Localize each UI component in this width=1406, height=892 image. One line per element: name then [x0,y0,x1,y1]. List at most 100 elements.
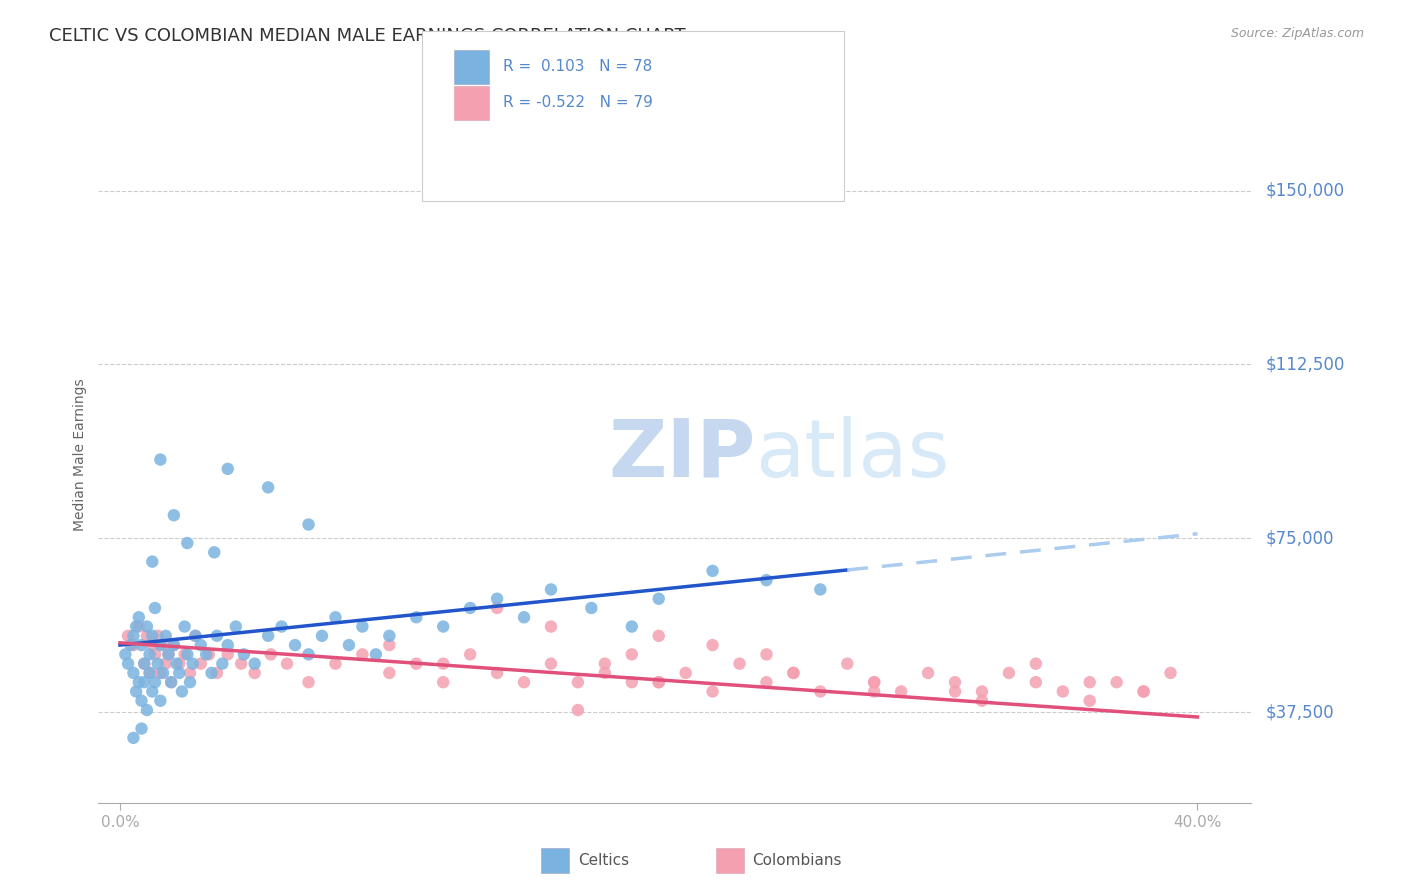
Point [200,665,222,680]
Point [755,648,778,662]
Point [195,648,218,662]
Text: R =  0.103   N = 78: R = 0.103 N = 78 [503,60,652,74]
Point [155,629,177,643]
Point [146,629,169,643]
Point [128,675,150,690]
Point [163,638,186,652]
Point [149,665,172,680]
Point [190,638,212,652]
Point [1132,684,1154,698]
Point [581,601,603,615]
Point [593,665,616,680]
Point [163,638,186,652]
Point [141,684,163,698]
Point [755,573,778,587]
Point [808,684,831,698]
Point [141,638,163,652]
Point [458,601,481,615]
Point [117,657,139,671]
Point [143,675,166,690]
Point [149,638,172,652]
Point [149,452,172,467]
Point [675,665,697,680]
Point [117,629,139,643]
Point [405,657,427,671]
Point [202,545,225,559]
Point [211,657,233,671]
Point [114,648,136,662]
Point [128,610,150,624]
Point [998,665,1021,680]
Point [486,601,509,615]
Point [1078,675,1101,690]
Point [863,684,886,698]
Point [181,657,204,671]
Point [120,638,142,652]
Point [143,648,166,662]
Point [163,508,186,523]
Point [364,648,387,662]
Point [917,665,939,680]
Point [167,665,190,680]
Point [179,665,201,680]
Point [135,619,157,633]
Point [297,648,319,662]
Point [152,638,174,652]
Point [648,675,671,690]
Point [567,675,589,690]
Point [486,591,509,606]
Point [1105,675,1128,690]
Point [432,657,454,671]
Point [513,610,536,624]
Text: atlas: atlas [755,416,950,494]
Point [702,684,724,698]
Point [352,619,374,633]
Point [1025,657,1047,671]
Point [297,675,319,690]
Point [176,536,198,550]
Point [257,629,280,643]
Point [352,648,374,662]
Point [232,648,254,662]
Point [135,703,157,717]
Point [166,657,188,671]
Point [170,684,193,698]
Point [1052,684,1074,698]
Point [134,657,156,671]
Point [198,648,221,662]
Point [135,629,157,643]
Point [257,480,280,494]
Point [205,629,228,643]
Point [131,694,153,708]
Text: CELTIC VS COLOMBIAN MEDIAN MALE EARNINGS CORRELATION CHART: CELTIC VS COLOMBIAN MEDIAN MALE EARNINGS… [49,27,686,45]
Point [155,657,177,671]
Point [620,619,643,633]
Point [134,657,156,671]
Point [217,638,239,652]
Point [943,684,966,698]
Point [160,675,183,690]
Point [122,638,145,652]
Y-axis label: Median Male Earnings: Median Male Earnings [73,378,87,532]
Point [179,675,201,690]
Point [458,648,481,662]
Point [567,703,589,717]
Point [432,675,454,690]
Point [157,648,180,662]
Point [782,665,804,680]
Point [131,722,153,736]
Point [486,665,509,680]
Point [128,619,150,633]
Point [149,694,172,708]
Point [190,657,212,671]
Point [243,665,266,680]
Point [648,591,671,606]
Point [432,619,454,633]
Point [122,731,145,745]
Point [122,665,145,680]
Point [122,629,145,643]
Point [513,675,536,690]
Point [184,629,207,643]
Point [270,619,292,633]
Point [755,675,778,690]
